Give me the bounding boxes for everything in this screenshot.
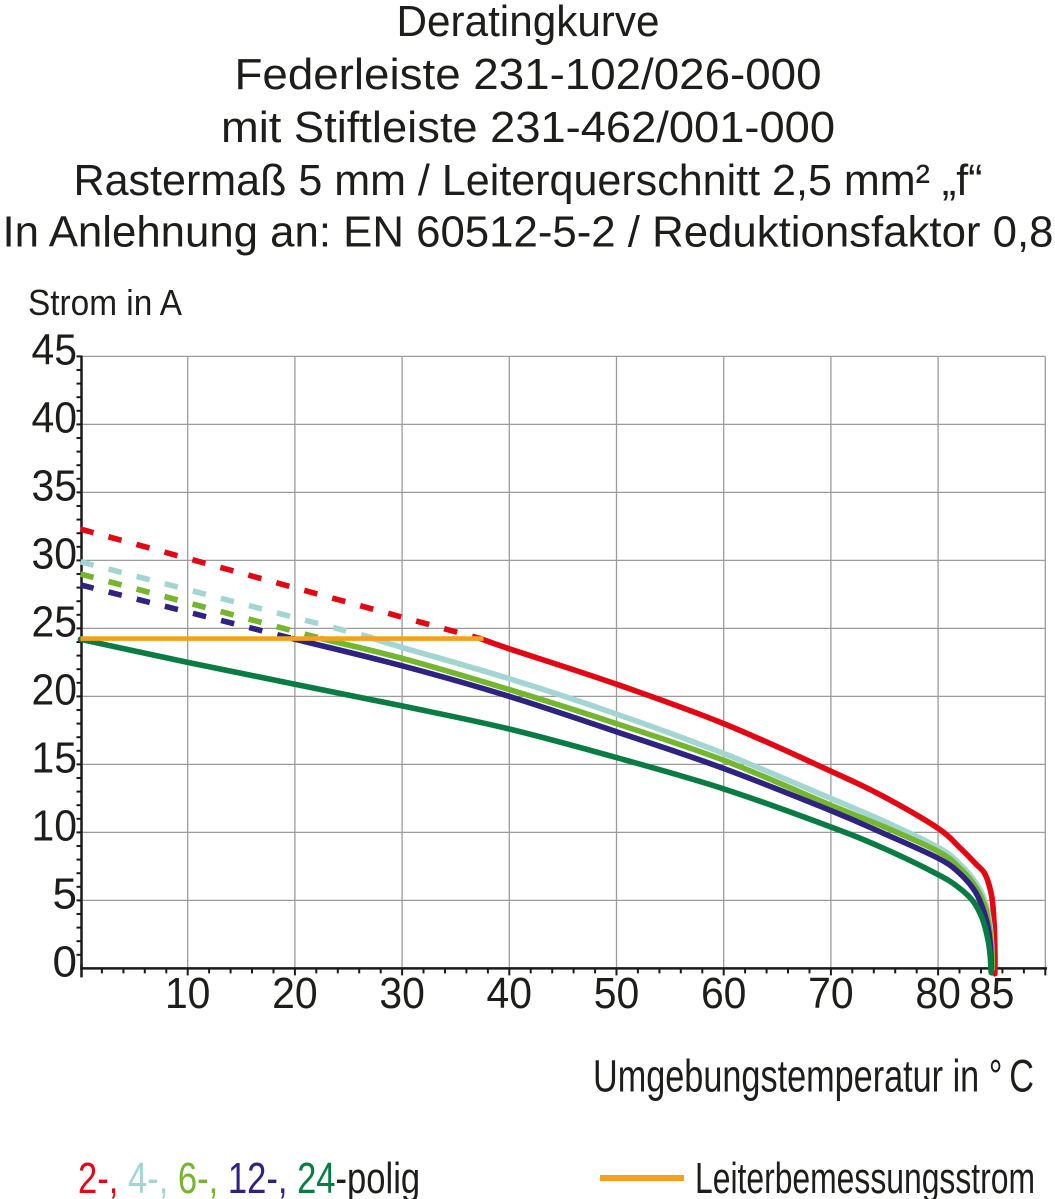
svg-text:5: 5	[53, 870, 77, 919]
svg-text:25: 25	[32, 598, 78, 647]
svg-text:Strom in A: Strom in A	[28, 282, 183, 323]
svg-text:10: 10	[32, 802, 78, 851]
svg-text:20: 20	[32, 666, 78, 715]
svg-text:40: 40	[32, 394, 78, 443]
svg-text:Federleiste 231-102/026-000: Federleiste 231-102/026-000	[235, 50, 822, 99]
svg-text:Deratingkurve: Deratingkurve	[397, 0, 660, 46]
svg-text:Rastermaß 5 mm / Leiterquersch: Rastermaß 5 mm / Leiterquerschnitt 2,5 m…	[74, 156, 983, 205]
svg-text:40: 40	[487, 969, 533, 1018]
svg-text:60: 60	[701, 969, 747, 1018]
svg-text:85: 85	[969, 969, 1015, 1018]
svg-text:30: 30	[379, 969, 425, 1018]
svg-text:80: 80	[915, 969, 961, 1018]
svg-text:35: 35	[32, 462, 78, 511]
svg-text:0: 0	[53, 938, 77, 987]
svg-text:70: 70	[808, 969, 854, 1018]
svg-text:2-, 4-, 6-, 12-, 24-polig: 2-, 4-, 6-, 12-, 24-polig	[78, 1154, 420, 1199]
svg-text:30: 30	[32, 530, 78, 579]
svg-text:Leiterbemessungsstrom: Leiterbemessungsstrom	[695, 1154, 1035, 1199]
svg-text:In Anlehnung an: EN 60512-5-2: In Anlehnung an: EN 60512-5-2 / Reduktio…	[3, 208, 1054, 257]
svg-text:10: 10	[165, 969, 211, 1018]
svg-text:50: 50	[594, 969, 640, 1018]
svg-text:45: 45	[32, 326, 78, 375]
svg-text:Umgebungstemperatur in ° C: Umgebungstemperatur in ° C	[593, 1051, 1034, 1102]
svg-text:20: 20	[272, 969, 318, 1018]
svg-text:15: 15	[32, 734, 78, 783]
svg-text:mit Stiftleiste 231-462/001-00: mit Stiftleiste 231-462/001-000	[221, 103, 835, 152]
